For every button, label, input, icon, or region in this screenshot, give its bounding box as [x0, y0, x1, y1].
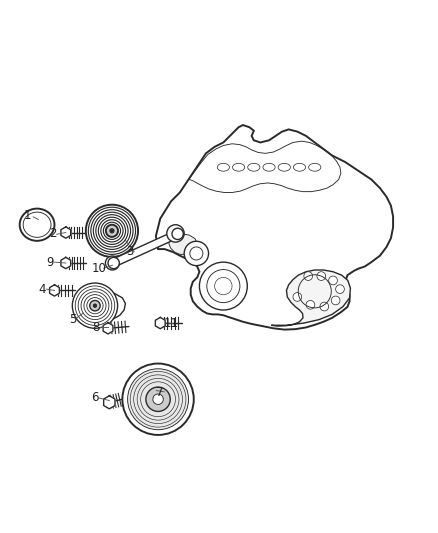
Text: 8: 8	[92, 321, 100, 334]
Circle shape	[336, 285, 344, 294]
Circle shape	[106, 225, 118, 237]
Polygon shape	[61, 227, 71, 238]
Circle shape	[108, 257, 119, 269]
Polygon shape	[49, 285, 60, 296]
Polygon shape	[112, 230, 179, 266]
Text: 4: 4	[38, 282, 46, 296]
Polygon shape	[74, 292, 125, 322]
Circle shape	[199, 262, 247, 310]
Text: 9: 9	[46, 256, 54, 269]
Text: 2: 2	[49, 228, 57, 240]
Text: 5: 5	[69, 313, 76, 326]
Circle shape	[93, 304, 97, 308]
Polygon shape	[103, 322, 113, 334]
Circle shape	[72, 283, 117, 328]
Circle shape	[328, 276, 337, 285]
Ellipse shape	[20, 208, 54, 241]
Circle shape	[106, 256, 119, 270]
Polygon shape	[61, 257, 71, 269]
Polygon shape	[169, 234, 197, 254]
Text: 3: 3	[126, 245, 134, 258]
Circle shape	[293, 293, 302, 301]
Circle shape	[331, 296, 340, 305]
Circle shape	[146, 387, 170, 411]
Text: 1: 1	[24, 208, 31, 222]
Text: 11: 11	[164, 318, 179, 330]
Circle shape	[317, 272, 325, 280]
Polygon shape	[104, 396, 115, 409]
Polygon shape	[155, 318, 165, 329]
Circle shape	[90, 301, 100, 311]
Text: 6: 6	[91, 391, 99, 405]
Polygon shape	[271, 270, 350, 326]
Circle shape	[172, 228, 184, 239]
Circle shape	[127, 369, 188, 430]
Circle shape	[122, 364, 194, 435]
Circle shape	[167, 225, 184, 242]
Circle shape	[110, 229, 114, 233]
Text: 7: 7	[156, 386, 164, 399]
Circle shape	[304, 272, 313, 280]
Circle shape	[184, 241, 208, 265]
Circle shape	[320, 302, 328, 311]
Circle shape	[153, 394, 163, 405]
Text: 10: 10	[92, 262, 107, 275]
Circle shape	[110, 260, 116, 266]
Circle shape	[86, 205, 138, 257]
Circle shape	[306, 301, 315, 309]
